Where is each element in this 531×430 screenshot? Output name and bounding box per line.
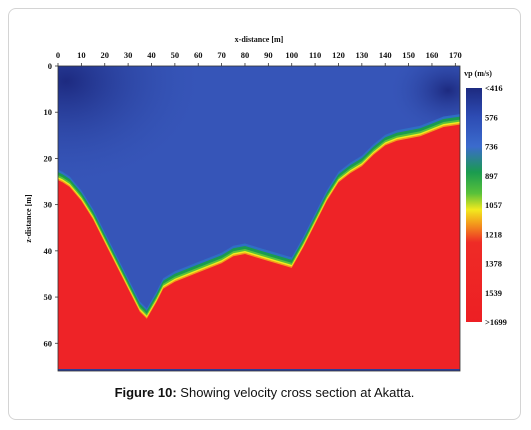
colorbar-label: 1057 [485,200,503,210]
x-tick-label: 0 [56,50,60,60]
colorbar [466,88,482,322]
y-axis-title: z-distance [m] [24,194,33,243]
y-tick-label: 30 [44,200,53,210]
x-tick-label: 30 [124,50,133,60]
x-tick-label: 10 [77,50,86,60]
y-tick-label: 10 [44,107,53,117]
x-axis-title: x-distance [m] [235,35,284,44]
colorbar-label: 736 [485,142,498,152]
x-tick-label: 160 [426,50,439,60]
x-tick-label: 40 [147,50,156,60]
colorbar-label: 1218 [485,229,502,239]
x-tick-label: 140 [379,50,392,60]
x-tick-label: 120 [332,50,345,60]
colorbar-title: vp (m/s) [464,69,492,78]
colorbar-label: 1539 [485,288,502,298]
y-tick-label: 20 [44,153,53,163]
x-tick-label: 110 [309,50,321,60]
colorbar-label: 897 [485,171,499,181]
plot-frame [57,65,461,372]
x-tick-label: 130 [355,50,368,60]
caption-label: Figure 10: [114,385,177,400]
x-tick-label: 50 [171,50,180,60]
x-tick-label: 80 [241,50,250,60]
colorbar-label: 1378 [485,259,502,269]
colorbar-label: >1699 [485,317,507,327]
x-tick-label: 100 [285,50,298,60]
y-tick-label: 0 [48,61,52,71]
colorbar-label: <416 [485,83,503,93]
y-tick-label: 50 [44,292,53,302]
colorbar-label: 576 [485,112,498,122]
bottom-boundary-line [58,369,460,371]
y-tick-label: 40 [44,246,53,256]
figure-caption: Figure 10: Showing velocity cross sectio… [8,385,521,400]
x-tick-label: 90 [264,50,273,60]
caption-text: Showing velocity cross section at Akatta… [176,385,415,400]
x-tick-label: 60 [194,50,203,60]
x-tick-label: 170 [449,50,462,60]
x-tick-label: 70 [217,50,226,60]
y-tick-label: 60 [44,338,53,348]
lower-layer [58,124,460,371]
x-tick-label: 20 [100,50,109,60]
x-tick-label: 150 [402,50,415,60]
